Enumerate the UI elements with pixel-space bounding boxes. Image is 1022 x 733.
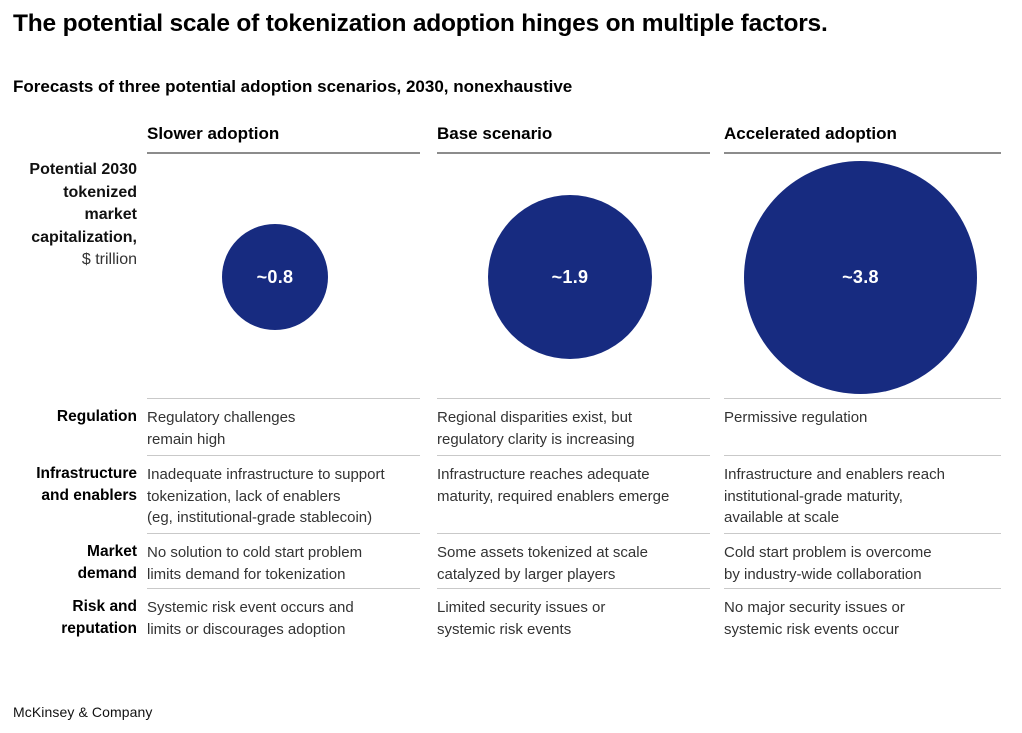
cell-risk-accelerated: No major security issues or systemic ris… [724,588,1001,640]
bubble-base-scenario: ~1.9 [488,195,652,359]
metric-label-main: Potential 2030 tokenized market capitali… [29,161,137,246]
cell-market-demand-slower: No solution to cold start problem limits… [147,533,420,585]
brand-footer: McKinsey & Company [13,704,153,720]
bubble-accelerated-adoption: ~3.8 [744,161,977,394]
factor-label-regulation: Regulation [56,408,137,425]
cell-market-demand-accelerated: Cold start problem is overcome by indust… [724,533,1001,585]
metric-label: Potential 2030 tokenized market capitali… [0,159,137,272]
factor-label-market-demand: Market demand [77,543,137,582]
cell-regulation-accelerated: Permissive regulation [724,398,1001,429]
factor-label-risk-reputation: Risk and reputation [61,598,137,637]
cell-risk-base: Limited security issues or systemic risk… [437,588,710,640]
exhibit-subtitle: Forecasts of three potential adoption sc… [13,77,573,96]
cell-market-demand-base: Some assets tokenized at scale catalyzed… [437,533,710,585]
column-header-base-scenario: Base scenario [437,124,710,154]
bubble-value-accelerated: ~3.8 [842,267,879,287]
metric-label-unit: $ trillion [81,251,137,268]
cell-regulation-base: Regional disparities exist, but regulato… [437,398,710,450]
cell-regulation-slower: Regulatory challenges remain high [147,398,420,450]
factor-label-infrastructure: Infrastructure and enablers [36,465,137,504]
cell-infrastructure-base: Infrastructure reaches adequate maturity… [437,455,710,507]
cell-infrastructure-accelerated: Infrastructure and enablers reach instit… [724,455,1001,529]
bubble-value-base: ~1.9 [551,266,589,287]
bubble-value-slower: ~0.8 [256,266,294,287]
column-header-accelerated-adoption: Accelerated adoption [724,124,1001,154]
column-header-slower-adoption: Slower adoption [147,124,420,154]
cell-infrastructure-slower: Inadequate infrastructure to support tok… [147,455,420,529]
bubble-slower-adoption: ~0.8 [222,224,328,330]
page-title: The potential scale of tokenization adop… [13,10,828,37]
cell-risk-slower: Systemic risk event occurs and limits or… [147,588,420,640]
